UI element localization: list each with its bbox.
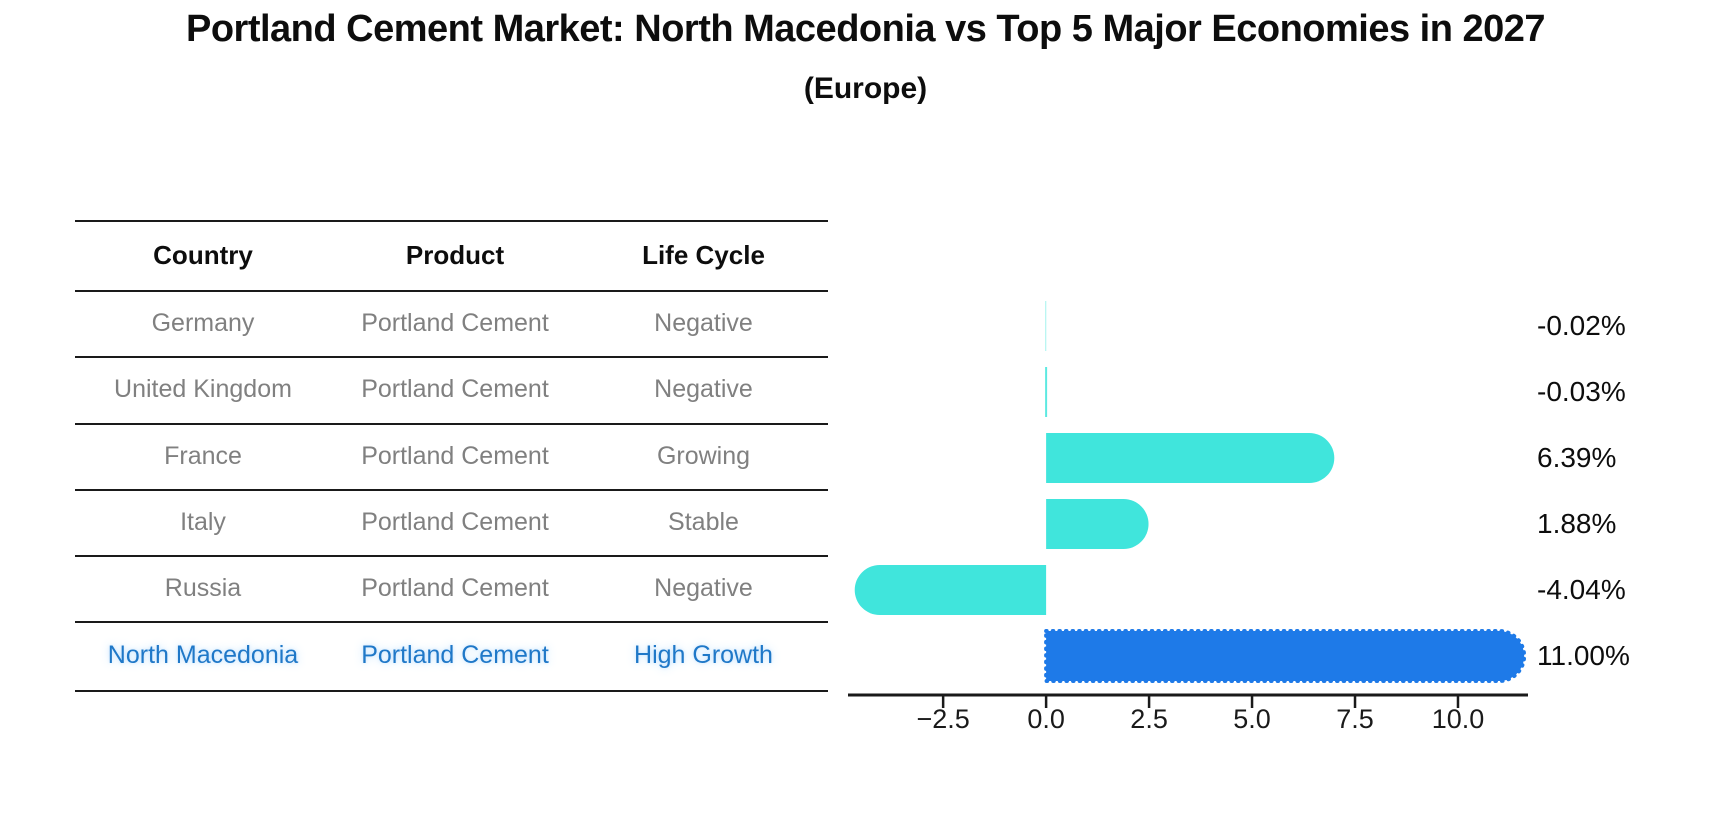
table-row: France Portland Cement Growing xyxy=(75,431,828,481)
x-tick-label: 7.5 xyxy=(1336,704,1374,734)
bar-north-macedonia xyxy=(1044,629,1527,683)
x-tick-label: 10.0 xyxy=(1431,704,1485,734)
x-tick-label: 0.0 xyxy=(1027,704,1065,734)
bar-value-label: 6.39% xyxy=(1537,442,1617,473)
bar-value-label: -0.03% xyxy=(1537,376,1626,407)
table-rule xyxy=(75,621,828,623)
bar-russia xyxy=(854,565,1047,615)
table-cell-life-cycle: Negative xyxy=(654,309,753,337)
table-cell-product: Portland Cement xyxy=(361,641,549,669)
table-cell-life-cycle: Growing xyxy=(656,442,751,470)
table-cell-country: Germany xyxy=(151,309,255,337)
bar-value-label: -0.02% xyxy=(1537,310,1626,341)
table-header-row: Country Product Life Cycle xyxy=(75,230,828,280)
table-cell-product: Portland Cement xyxy=(361,508,549,536)
bar-germany xyxy=(1045,301,1047,351)
bar-chart: −2.5 0.0 2.5 5.0 7.5 10.0 -0.02% -0.03% 6.39% 1.8… xyxy=(848,280,1731,800)
bar-france xyxy=(1046,433,1335,483)
table-cell-country: France xyxy=(164,442,242,470)
table-rule xyxy=(75,690,828,692)
table-row: United Kingdom Portland Cement Negative xyxy=(75,364,828,414)
table-rule xyxy=(75,423,828,425)
bar-value-label: 11.00% xyxy=(1537,640,1630,671)
bar-united-kingdom xyxy=(1045,367,1048,417)
bar-italy xyxy=(1046,499,1149,549)
table-row: Italy Portland Cement Stable xyxy=(75,497,828,547)
table-rule xyxy=(75,220,828,222)
x-tick-label: 5.0 xyxy=(1233,704,1271,734)
table-cell-life-cycle: Negative xyxy=(654,574,753,602)
table-cell-country: Russia xyxy=(164,574,242,602)
table-row: North Macedonia Portland Cement High Growt… xyxy=(75,630,828,680)
table-row: Germany Portland Cement Negative xyxy=(75,298,828,348)
table-cell-country: Italy xyxy=(180,508,226,536)
bar-chart-svg xyxy=(848,301,1528,708)
table-header-cell: Country xyxy=(153,240,253,270)
table-rule xyxy=(75,290,828,292)
table-header-cell: Life Cycle xyxy=(642,240,765,270)
figure-title: Portland Cement Market: North Macedonia … xyxy=(185,8,1546,50)
table-cell-product: Portland Cement xyxy=(361,574,549,602)
x-tick-label: 2.5 xyxy=(1130,704,1168,734)
table-rule xyxy=(75,555,828,557)
table-cell-life-cycle: Stable xyxy=(668,508,739,536)
table-cell-product: Portland Cement xyxy=(361,442,549,470)
x-tick-label: −2.5 xyxy=(916,704,970,734)
table-cell-country: United Kingdom xyxy=(114,375,292,403)
table-rule xyxy=(75,489,828,491)
market-table: Country Product Life Cycle Germany Portland … xyxy=(75,220,828,692)
table-cell-life-cycle: High Growth xyxy=(634,641,773,669)
table-rule xyxy=(75,356,828,358)
bar-value-label: -4.04% xyxy=(1537,574,1626,605)
figure-subtitle: (Europe) xyxy=(803,72,928,105)
table-cell-product: Portland Cement xyxy=(361,309,549,337)
bar-value-label: 1.88% xyxy=(1537,508,1617,539)
table-cell-country: North Macedonia xyxy=(107,641,299,669)
table-cell-product: Portland Cement xyxy=(361,375,549,403)
table-row: Russia Portland Cement Negative xyxy=(75,563,828,613)
table-header-cell: Product xyxy=(405,240,505,270)
table-cell-life-cycle: Negative xyxy=(654,375,753,403)
